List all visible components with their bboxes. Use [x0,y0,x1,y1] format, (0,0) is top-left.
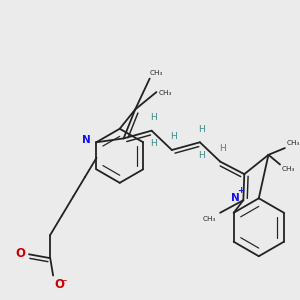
Text: O: O [15,247,25,260]
Text: ⁻: ⁻ [61,278,66,288]
Text: CH₃: CH₃ [150,70,163,76]
Text: H: H [198,151,205,160]
Text: H: H [198,124,205,134]
Text: N: N [231,193,240,203]
Text: +: + [237,186,244,195]
Text: O: O [54,278,64,291]
Text: H: H [219,144,226,153]
Text: CH₃: CH₃ [287,140,300,146]
Text: N: N [82,135,91,145]
Text: H: H [150,113,157,122]
Text: CH₃: CH₃ [158,90,172,96]
Text: CH₃: CH₃ [203,216,216,222]
Text: H: H [170,132,177,141]
Text: CH₃: CH₃ [282,167,295,172]
Text: H: H [150,140,157,148]
